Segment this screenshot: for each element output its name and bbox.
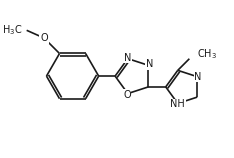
Text: CH$_3$: CH$_3$ — [197, 47, 217, 61]
Text: N: N — [194, 72, 202, 82]
Text: NH: NH — [170, 99, 185, 109]
Text: H$_3$C: H$_3$C — [3, 23, 23, 37]
Text: O: O — [40, 33, 48, 43]
Text: N: N — [124, 53, 132, 63]
Text: O: O — [123, 90, 131, 100]
Text: N: N — [146, 59, 153, 69]
